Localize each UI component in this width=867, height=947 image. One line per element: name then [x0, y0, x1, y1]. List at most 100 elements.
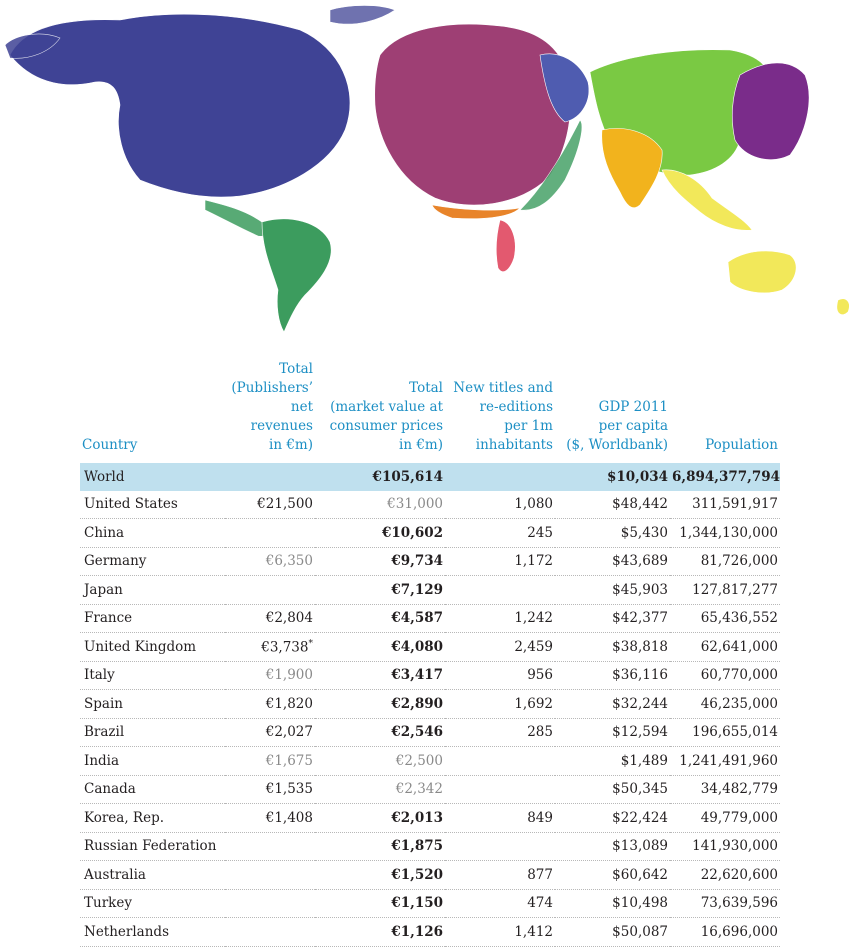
table-row: United Kingdom €3,738* €4,080 2,459 $38,818 6…	[80, 632, 780, 662]
cell-pop: 6,894,377,794	[670, 463, 780, 491]
cell-gdp: $13,089	[555, 832, 670, 861]
cell-titles: 956	[445, 661, 555, 690]
cartogram-region-alaska	[4, 33, 61, 59]
cell-gdp: $10,034	[555, 463, 670, 491]
cartogram-region-greenland	[329, 5, 396, 25]
cell-country: China	[80, 518, 225, 548]
cell-country: Russian Federation	[80, 832, 225, 861]
cell-titles	[445, 463, 555, 491]
cell-titles	[445, 575, 555, 605]
cell-market: €1,126	[315, 917, 445, 947]
cell-gdp: $5,430	[555, 518, 670, 548]
cell-titles: 1,412	[445, 917, 555, 947]
cartogram-region-central-america	[204, 199, 268, 237]
cartogram-region-australia	[727, 250, 797, 294]
cell-pop: 73,639,596	[670, 889, 780, 918]
cell-market: €31,000	[315, 490, 445, 519]
cell-titles	[445, 746, 555, 776]
cell-pub	[225, 832, 315, 861]
cell-gdp: $38,818	[555, 632, 670, 662]
cell-country: Turkey	[80, 889, 225, 918]
cell-market: €2,013	[315, 803, 445, 833]
table-row: World €105,614 $10,034 6,894,377,794	[80, 463, 780, 491]
cell-gdp: $60,642	[555, 860, 670, 890]
cell-market: €7,129	[315, 575, 445, 605]
cell-gdp: $22,424	[555, 803, 670, 833]
cell-pop: 141,930,000	[670, 832, 780, 861]
cell-titles: 1,080	[445, 490, 555, 519]
cell-pop: 65,436,552	[670, 604, 780, 633]
cell-titles: 1,172	[445, 547, 555, 576]
table-row: Italy €1,900 €3,417 956 $36,116 60,770,000	[80, 661, 780, 690]
cell-gdp: $1,489	[555, 746, 670, 776]
col-header-new-titles: New titles and re-editions per 1m inhabi…	[453, 380, 553, 453]
cell-titles: 285	[445, 718, 555, 747]
table-row: China €10,602 245 $5,430 1,344,130,000	[80, 518, 780, 548]
cell-market: €10,602	[315, 518, 445, 548]
cell-country: Italy	[80, 661, 225, 690]
cell-titles: 2,459	[445, 632, 555, 662]
cell-gdp: $43,689	[555, 547, 670, 576]
table-row: Russian Federation €1,875 $13,089 141,930,0…	[80, 832, 780, 861]
cell-country: Spain	[80, 689, 225, 719]
cell-pop: 22,620,600	[670, 860, 780, 890]
cell-pub: €21,500	[225, 490, 315, 519]
cell-titles	[445, 775, 555, 804]
cell-pop: 34,482,779	[670, 775, 780, 804]
cell-country: Australia	[80, 860, 225, 890]
cell-country: United Kingdom	[80, 632, 225, 662]
cell-pub: €2,804	[225, 604, 315, 633]
table-header-row: Country Total (Publishers’ net revenues …	[80, 360, 780, 463]
cartogram-region-india	[601, 128, 663, 209]
cell-gdp: $48,442	[555, 490, 670, 519]
cell-titles: 474	[445, 889, 555, 918]
cell-pub: €1,535	[225, 775, 315, 804]
cell-market: €3,417	[315, 661, 445, 690]
cartogram-region-eastern-europe	[539, 53, 590, 123]
cell-gdp: $50,087	[555, 917, 670, 947]
cell-pop: 49,779,000	[670, 803, 780, 833]
cell-country: Germany	[80, 547, 225, 576]
cell-titles: 849	[445, 803, 555, 833]
table-row: Germany €6,350 €9,734 1,172 $43,689 81,726,00…	[80, 547, 780, 576]
cell-market: €1,875	[315, 832, 445, 861]
cartogram-region-east-asia	[731, 62, 810, 160]
cell-gdp: $45,903	[555, 575, 670, 605]
cell-titles: 1,242	[445, 604, 555, 633]
table-body: World €105,614 $10,034 6,894,377,794 United …	[80, 463, 780, 947]
cell-country: Brazil	[80, 718, 225, 747]
cell-pub	[225, 889, 315, 918]
table-row: Spain €1,820 €2,890 1,692 $32,244 46,235,000	[80, 689, 780, 719]
table-row: Brazil €2,027 €2,546 285 $12,594 196,655,014	[80, 718, 780, 747]
table-row: Korea, Rep. €1,408 €2,013 849 $22,424 49,779,…	[80, 803, 780, 833]
table-row: Japan €7,129 $45,903 127,817,277	[80, 575, 780, 605]
col-header-market-value: Total (market value at consumer prices i…	[329, 380, 443, 453]
cell-pub: €1,820	[225, 689, 315, 719]
cell-pop: 1,344,130,000	[670, 518, 780, 548]
cell-gdp: $42,377	[555, 604, 670, 633]
cartogram-region-southeast-asia	[661, 169, 753, 231]
cell-gdp: $12,594	[555, 718, 670, 747]
table-row: India €1,675 €2,500 $1,489 1,241,491,960	[80, 746, 780, 776]
cell-market: €1,150	[315, 889, 445, 918]
cell-pub: €1,900	[225, 661, 315, 690]
cell-market: €9,734	[315, 547, 445, 576]
table-row: Canada €1,535 €2,342 $50,345 34,482,779	[80, 775, 780, 804]
cell-pop: 1,241,491,960	[670, 746, 780, 776]
cell-gdp: $10,498	[555, 889, 670, 918]
cell-market: €2,342	[315, 775, 445, 804]
cell-titles	[445, 832, 555, 861]
cell-market: €1,520	[315, 860, 445, 890]
cell-gdp: $50,345	[555, 775, 670, 804]
table-row: Australia €1,520 877 $60,642 22,620,600	[80, 860, 780, 890]
cell-pop: 16,696,000	[670, 917, 780, 947]
cell-country: World	[80, 463, 225, 491]
table-row: France €2,804 €4,587 1,242 $42,377 65,436,552	[80, 604, 780, 633]
cell-country: Canada	[80, 775, 225, 804]
cartogram-region-europe	[374, 23, 571, 206]
cell-pub: €1,408	[225, 803, 315, 833]
cell-pub	[225, 518, 315, 548]
publishing-markets-table: Country Total (Publishers’ net revenues …	[80, 360, 780, 947]
cell-titles: 1,692	[445, 689, 555, 719]
cell-gdp: $32,244	[555, 689, 670, 719]
